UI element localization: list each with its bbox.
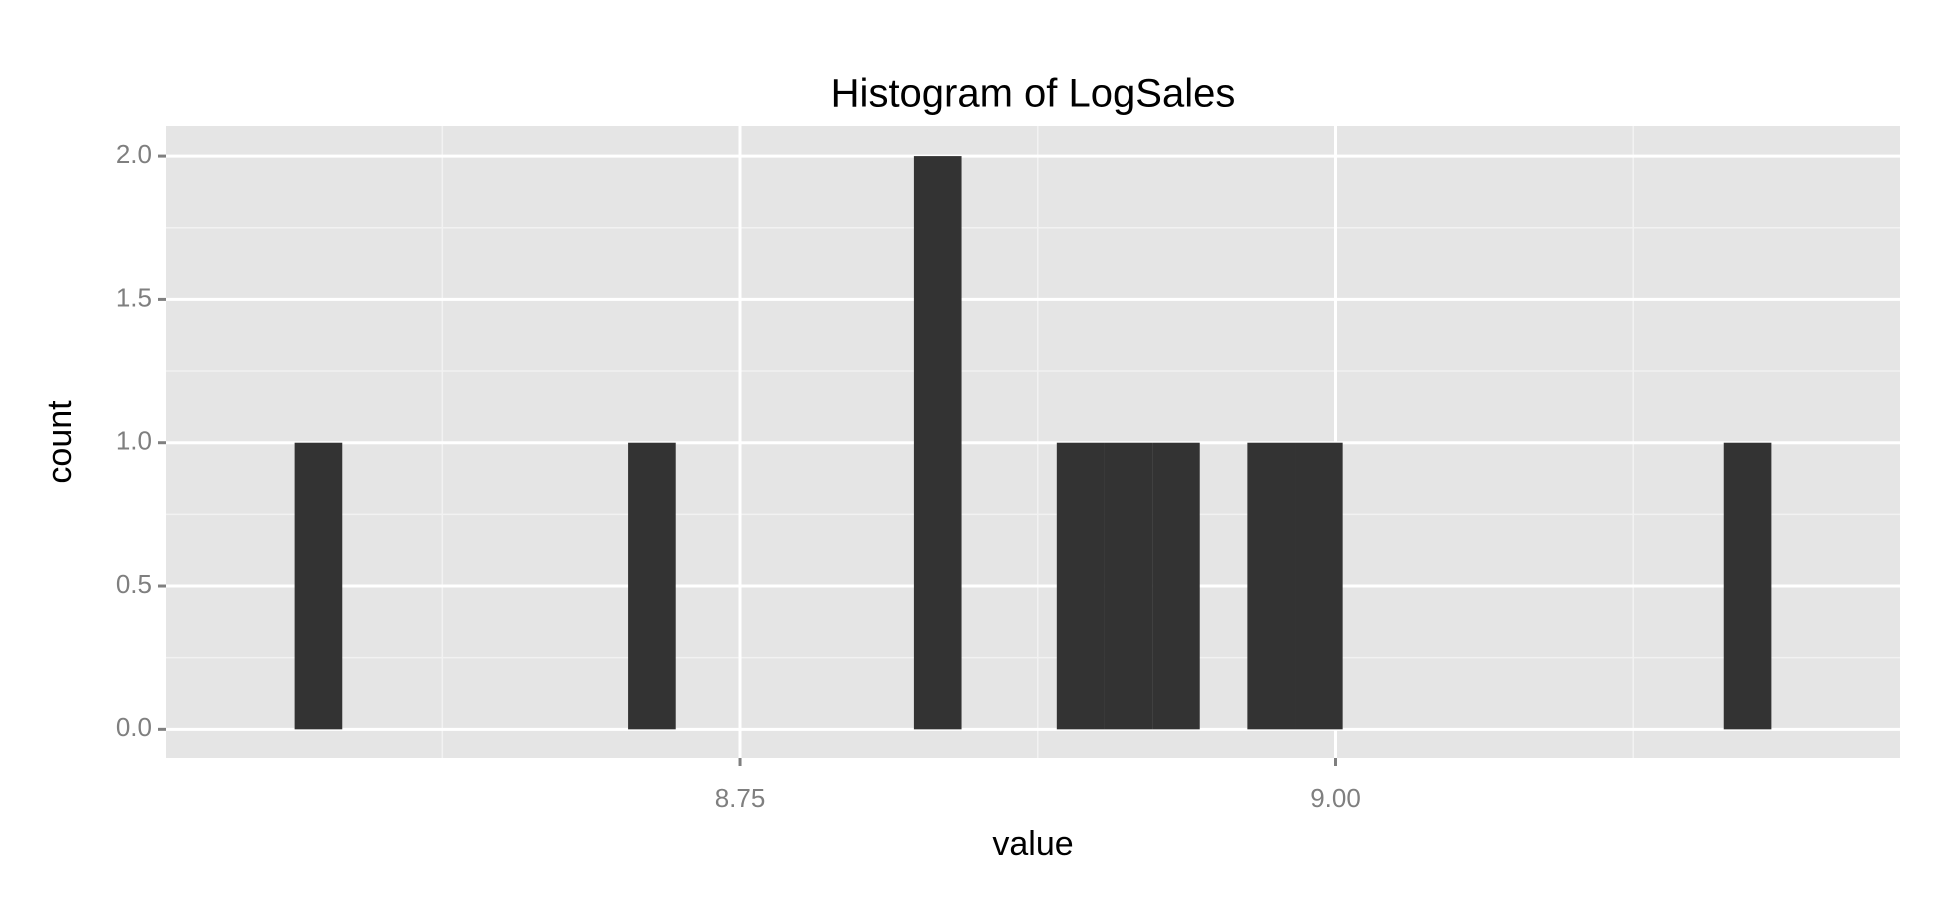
bar xyxy=(913,156,962,730)
y-tick-label: 1.5 xyxy=(116,282,152,312)
bar xyxy=(1152,442,1200,730)
x-tick-label: 9.00 xyxy=(1310,783,1361,813)
bar xyxy=(294,442,343,730)
y-axis-title: count xyxy=(41,400,79,484)
y-tick-label: 1.0 xyxy=(116,426,152,456)
bar xyxy=(1056,442,1105,730)
bar xyxy=(628,442,676,730)
y-tick-label: 0.5 xyxy=(116,569,152,599)
x-axis-title: value xyxy=(992,825,1073,863)
x-tick-label: 8.75 xyxy=(715,783,766,813)
y-tick-label: 0.0 xyxy=(116,712,152,742)
bar xyxy=(1295,442,1343,730)
bar xyxy=(1723,442,1772,730)
chart-title: Histogram of LogSales xyxy=(831,72,1236,116)
y-tick-label: 2.0 xyxy=(116,139,152,169)
bar xyxy=(1247,442,1296,730)
bar xyxy=(1104,442,1153,730)
